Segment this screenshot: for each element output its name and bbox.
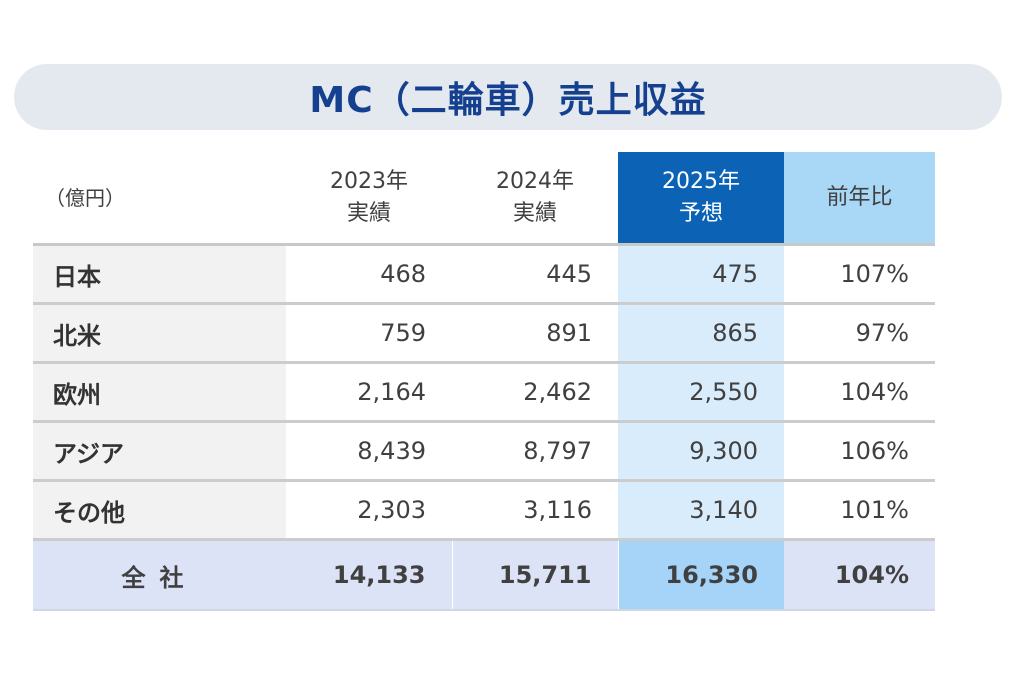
value-ratio: 97%: [784, 303, 935, 364]
value-2025: 865: [618, 303, 784, 364]
total-2023: 14,133: [286, 539, 453, 611]
region-name: 北米: [33, 303, 286, 364]
table-header-row: （億円） 2023年 実績 2024年 実績 2025年 予想 前年比: [33, 152, 935, 246]
table-row: 日本 468 445 475 107%: [33, 244, 935, 305]
total-row: 全社 14,133 15,711 16,330 104%: [33, 539, 935, 611]
value-ratio: 106%: [784, 421, 935, 482]
value-ratio: 104%: [784, 362, 935, 423]
header-2025-year: 2025年: [662, 168, 740, 194]
header-2025: 2025年 予想: [618, 152, 784, 246]
value-ratio: 101%: [784, 480, 935, 541]
value-2024: 8,797: [452, 421, 618, 482]
table-row: 欧州 2,164 2,462 2,550 104%: [33, 362, 935, 423]
value-2025: 475: [618, 244, 784, 305]
table-row: 北米 759 891 865 97%: [33, 303, 935, 364]
page-title: MC（二輪車）売上収益: [309, 80, 707, 121]
value-2023: 468: [286, 244, 452, 305]
header-yoy-ratio: 前年比: [784, 152, 935, 246]
total-ratio: 104%: [784, 539, 935, 611]
total-label: 全社: [33, 539, 286, 611]
region-name: 欧州: [33, 362, 286, 423]
region-name: その他: [33, 480, 286, 541]
total-2024: 15,711: [452, 539, 619, 611]
title-banner: MC（二輪車）売上収益: [14, 64, 1002, 130]
header-2023-type: 実績: [346, 200, 391, 226]
value-2025: 9,300: [618, 421, 784, 482]
value-2024: 445: [452, 244, 618, 305]
value-2023: 2,303: [286, 480, 452, 541]
header-2025-type: 予想: [678, 200, 723, 226]
value-2024: 3,116: [452, 480, 618, 541]
table-row: アジア 8,439 8,797 9,300 106%: [33, 421, 935, 482]
total-2025: 16,330: [618, 539, 784, 611]
value-2024: 891: [452, 303, 618, 364]
table-row: その他 2,303 3,116 3,140 101%: [33, 480, 935, 541]
unit-label: （億円）: [33, 152, 286, 246]
region-name: 日本: [33, 244, 286, 305]
value-ratio: 107%: [784, 244, 935, 305]
region-name: アジア: [33, 421, 286, 482]
header-2024-type: 実績: [512, 200, 557, 226]
value-2025: 2,550: [618, 362, 784, 423]
value-2023: 2,164: [286, 362, 452, 423]
header-2024-year: 2024年: [496, 168, 574, 194]
header-2024: 2024年 実績: [452, 152, 618, 246]
header-2023-year: 2023年: [330, 168, 408, 194]
value-2024: 2,462: [452, 362, 618, 423]
header-2023: 2023年 実績: [286, 152, 452, 246]
value-2025: 3,140: [618, 480, 784, 541]
value-2023: 759: [286, 303, 452, 364]
value-2023: 8,439: [286, 421, 452, 482]
sales-table-container: （億円） 2023年 実績 2024年 実績 2025年 予想 前年比 日本: [33, 152, 935, 611]
sales-table: （億円） 2023年 実績 2024年 実績 2025年 予想 前年比 日本: [33, 152, 935, 611]
